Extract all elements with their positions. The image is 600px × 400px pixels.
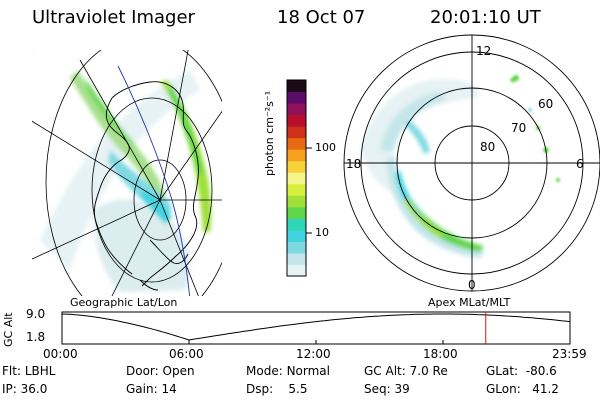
gc-alt-tick-bottom: 1.8 [26,330,46,344]
colorbar [286,79,307,277]
colorbar-swatch [287,114,306,127]
altitude-curve [61,313,571,341]
polar-grid [343,34,600,292]
info-flt: Flt: LBHL [2,364,56,378]
time-tick-1: 06:00 [169,347,204,361]
colorbar-swatch [287,126,306,139]
mlat-mlt-map [343,34,600,292]
info-dsp: Dsp: 5.5 [246,382,308,396]
lat-lon-grid [32,50,222,296]
colorbar-swatch [287,149,306,162]
colorbar-swatch [287,218,306,231]
gc-alt-tick-top: 9.0 [26,307,46,321]
colorbar-swatch [287,172,306,185]
info-door: Door: Open [126,364,195,378]
colorbar-swatch [287,91,306,104]
colorbar-swatch [287,229,306,242]
colorbar-ticks [306,147,312,234]
orbit-track [117,65,191,296]
info-gc-alt: GC Alt: 7.0 Re [364,364,448,378]
right-map-caption: Apex MLat/MLT [428,296,511,309]
info-seq: Seq: 39 [364,382,410,396]
info-ip: IP: 36.0 [2,382,48,396]
info-mode: Mode: Normal [246,364,330,378]
mlt-label-0: 0 [468,278,476,292]
time-tick-0: 00:00 [43,347,78,361]
info-glat: GLat: -80.6 [486,364,557,378]
gc-alt-strip [61,311,571,345]
colorbar-swatch [287,206,306,219]
colorbar-tick-100: 100 [315,141,336,154]
info-gain: Gain: 14 [126,382,177,396]
colorbar-frame [286,79,307,277]
date-label: 18 Oct 07 [277,7,366,28]
geographic-map [32,50,222,296]
mlt-label-6: 6 [576,157,584,171]
colorbar-swatch [287,183,306,196]
mlat-label-70: 70 [511,121,527,135]
right-aurora-image [360,78,485,258]
colorbar-swatch [287,137,306,150]
instrument-title: Ultraviolet Imager [32,7,195,28]
colorbar-swatch [287,241,306,254]
mlt-label-18: 18 [346,157,362,171]
time-label: 20:01:10 UT [430,7,541,28]
colorbar-swatch [287,195,306,208]
gc-alt-axis-label: GC Alt [2,312,15,347]
colorbar-swatch [287,160,306,173]
colorbar-swatch [287,264,306,277]
time-tick-2: 12:00 [296,347,331,361]
colorbar-swatch [287,252,306,265]
colorbar-tick-10: 10 [315,226,329,239]
info-glon: GLon: 41.2 [486,382,559,396]
mlt-label-12: 12 [476,44,492,58]
time-tick-4: 23:59 [552,347,587,361]
time-tick-3: 18:00 [423,347,458,361]
mlat-label-60: 60 [538,97,554,111]
colorbar-swatch [287,103,306,116]
colorbar-unit-label: photon cm⁻²s⁻¹ [263,90,276,176]
mlat-label-80: 80 [480,140,496,154]
colorbar-swatch [287,80,306,93]
left-map-caption: Geographic Lat/Lon [70,296,178,309]
